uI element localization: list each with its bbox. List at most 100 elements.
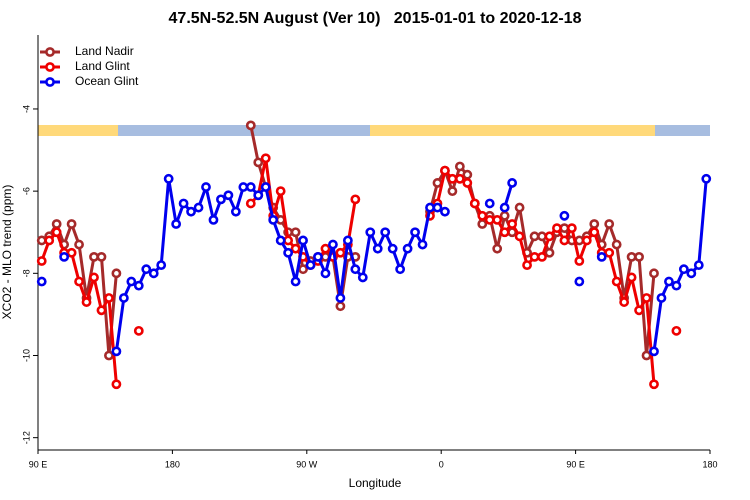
data-point xyxy=(111,346,122,357)
data-point xyxy=(544,247,555,258)
data-point xyxy=(514,231,525,242)
data-point xyxy=(656,293,667,303)
data-point xyxy=(649,379,659,390)
data-point xyxy=(253,190,264,201)
legend-marker xyxy=(45,62,55,72)
data-point xyxy=(216,194,226,205)
data-point xyxy=(133,325,144,336)
y-tick-label: -4 xyxy=(21,105,31,113)
data-point xyxy=(148,268,159,279)
data-point xyxy=(253,157,264,168)
legend-marker xyxy=(45,47,55,57)
data-point xyxy=(559,223,570,234)
data-point xyxy=(552,223,562,234)
y-tick-label: -8 xyxy=(21,269,31,277)
data-point xyxy=(290,243,301,254)
data-point xyxy=(671,325,682,336)
data-point xyxy=(320,243,331,254)
data-point xyxy=(275,186,286,197)
data-point xyxy=(507,219,518,229)
data-point xyxy=(693,260,704,270)
data-point xyxy=(350,264,361,275)
data-point xyxy=(611,239,622,250)
data-point xyxy=(454,161,465,172)
legend-label: Ocean Glint xyxy=(75,74,139,88)
data-point xyxy=(686,268,697,279)
data-point xyxy=(447,173,458,184)
data-point xyxy=(126,276,137,287)
data-point xyxy=(678,264,689,275)
data-point xyxy=(59,251,70,262)
data-point xyxy=(649,268,659,279)
data-point xyxy=(104,350,114,361)
data-point xyxy=(335,301,346,312)
data-point xyxy=(186,206,196,217)
data-point xyxy=(36,235,47,246)
data-point xyxy=(372,243,383,254)
data-point xyxy=(440,165,450,176)
data-point xyxy=(208,215,219,225)
x-tick-label: 90 E xyxy=(29,459,48,469)
data-point xyxy=(283,235,294,246)
data-point xyxy=(96,251,107,262)
data-point xyxy=(268,215,279,225)
data-point xyxy=(499,210,510,221)
data-point xyxy=(178,198,189,209)
data-point xyxy=(245,198,256,209)
x-tick-label: 180 xyxy=(165,459,180,469)
data-point xyxy=(201,182,211,192)
data-point xyxy=(320,268,331,279)
data-point xyxy=(425,202,435,213)
data-point xyxy=(335,293,346,303)
data-point xyxy=(522,260,532,270)
data-point xyxy=(74,239,84,250)
data-point xyxy=(701,173,712,184)
data-point xyxy=(96,305,107,316)
data-point xyxy=(477,219,488,229)
data-point xyxy=(641,350,652,361)
data-point xyxy=(245,120,256,131)
data-point xyxy=(537,251,547,262)
data-point xyxy=(380,227,391,238)
data-point xyxy=(641,293,652,303)
data-point xyxy=(596,251,607,262)
data-point xyxy=(156,260,167,270)
data-point xyxy=(141,264,152,275)
data-point xyxy=(559,210,570,221)
data-point xyxy=(36,276,47,287)
data-point xyxy=(484,198,495,209)
data-point xyxy=(671,280,682,291)
x-axis-label: Longitude xyxy=(349,476,402,490)
data-point xyxy=(387,243,398,254)
data-point xyxy=(260,153,271,164)
x-tick-label: 90 W xyxy=(296,459,318,469)
data-point xyxy=(477,210,488,221)
y-axis-label: XCO2 - MLO trend (ppm) xyxy=(0,185,14,320)
data-point xyxy=(395,264,406,275)
data-point xyxy=(335,247,346,258)
data-point xyxy=(111,268,122,279)
data-point xyxy=(223,190,234,201)
data-point xyxy=(89,272,99,283)
data-point xyxy=(649,346,659,357)
data-point xyxy=(118,293,129,303)
data-point xyxy=(283,247,294,258)
data-point xyxy=(66,247,77,258)
data-point xyxy=(298,264,308,275)
data-point xyxy=(447,186,458,197)
data-point xyxy=(462,178,473,188)
data-point xyxy=(589,219,600,229)
data-point xyxy=(514,202,525,213)
data-point xyxy=(454,173,465,184)
data-point xyxy=(357,272,368,283)
x-tick-label: 0 xyxy=(439,459,444,469)
data-point xyxy=(44,235,55,246)
legend-label: Land Glint xyxy=(75,59,130,73)
data-point xyxy=(342,235,353,246)
data-point xyxy=(104,293,114,303)
data-point xyxy=(238,182,249,192)
data-point xyxy=(499,202,510,213)
x-tick-label: 180 xyxy=(702,459,717,469)
